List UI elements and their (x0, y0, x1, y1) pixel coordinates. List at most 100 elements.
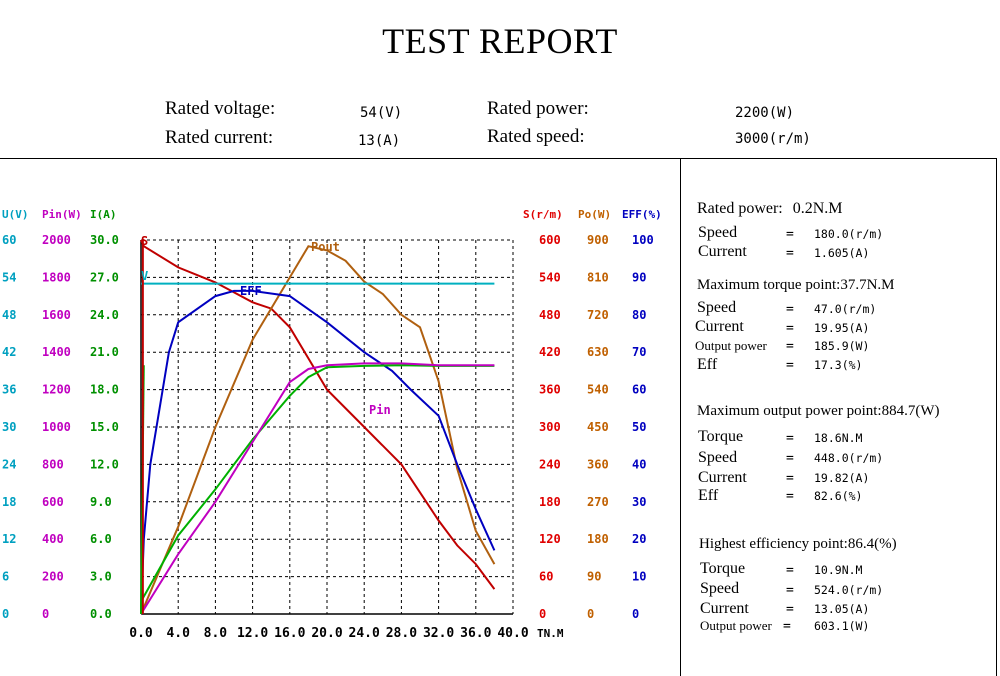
right-axis-tick-label: 420 (539, 345, 561, 359)
max-torque-output-value: 185.9(W) (814, 339, 870, 353)
left-axis-tick-label: 800 (42, 457, 64, 471)
right-axis-header: Po(W) (578, 208, 611, 221)
left-axis-tick-label: 12.0 (90, 457, 119, 471)
right-axis-tick-label: 40 (632, 457, 646, 471)
max-torque-heading: Maximum torque point:37.7N.M (697, 277, 895, 293)
right-axis-tick-label: 0 (587, 607, 594, 621)
rated-heading-value: 0.2N.M (792, 200, 843, 217)
x-axis-unit-label: TN.M (537, 627, 564, 640)
series-label-s: S (141, 234, 148, 248)
high-eff-torque-label: Torque (700, 560, 746, 577)
high-eff-heading: Highest efficiency point:86.4(%) (699, 536, 897, 552)
left-axis-tick-label: 60 (2, 233, 16, 247)
left-axis-tick-label: 1600 (42, 308, 71, 322)
high-eff-output-eq: = (783, 619, 791, 634)
rated-speed-value: 3000(r/m) (735, 131, 811, 147)
right-axis-tick-label: 270 (587, 495, 609, 509)
rated-voltage-value: 54(V) (360, 105, 403, 121)
rated-current-label: Rated current: (165, 127, 274, 148)
high-eff-current-value: 13.05(A) (814, 602, 870, 616)
rated-current-row-value: 1.605(A) (814, 246, 870, 260)
max-torque-output-eq: = (786, 339, 794, 354)
high-eff-speed-label: Speed (700, 580, 740, 597)
max-output-eff-eq: = (786, 489, 794, 504)
max-output-speed-eq: = (786, 451, 794, 466)
max-output-speed-label: Speed (698, 449, 738, 466)
right-axis-header: S(r/m) (523, 208, 563, 221)
rated-current-row-label: Current (698, 243, 747, 260)
right-axis-tick-label: 10 (632, 570, 646, 584)
rated-current-value: 13(A) (358, 133, 401, 149)
left-axis-tick-label: 27.0 (90, 270, 119, 284)
left-axis-tick-label: 2000 (42, 233, 71, 247)
max-output-current-value: 19.82(A) (814, 471, 870, 485)
report-title: TEST REPORT (382, 21, 618, 61)
x-axis-tick-label: 24.0 (349, 626, 380, 641)
rated-speed-row-value: 180.0(r/m) (814, 227, 884, 241)
series-line-s (140, 239, 496, 590)
rated-speed-label: Rated speed: (487, 126, 585, 147)
max-output-current-label: Current (698, 469, 747, 486)
left-axis-tick-label: 42 (2, 345, 16, 359)
right-axis-tick-label: 60 (632, 383, 646, 397)
right-axis-tick-label: 360 (587, 457, 609, 471)
right-axis-tick-label: 810 (587, 270, 609, 284)
max-torque-eff-label: Eff (697, 356, 718, 373)
max-output-current-eq: = (786, 471, 794, 486)
right-axis-header: EFF(%) (622, 208, 662, 221)
left-axis-tick-label: 200 (42, 570, 64, 584)
right-axis-tick-label: 540 (539, 270, 561, 284)
max-output-torque-value: 18.6N.M (814, 431, 863, 445)
x-axis-tick-label: 36.0 (460, 626, 491, 641)
left-axis-tick-label: 54 (2, 270, 16, 284)
max-output-eff-value: 82.6(%) (814, 489, 863, 503)
right-axis-tick-label: 180 (587, 532, 609, 546)
left-axis-tick-label: 1800 (42, 270, 71, 284)
high-eff-output-label: Output power (700, 618, 772, 633)
right-axis-tick-label: 540 (587, 383, 609, 397)
left-axis-tick-label: 18 (2, 495, 16, 509)
right-axis-tick-label: 70 (632, 345, 646, 359)
high-eff-speed-eq: = (786, 583, 794, 598)
left-axis-header: U(V) (2, 208, 29, 221)
right-axis-tick-label: 90 (587, 570, 601, 584)
left-axis-tick-label: 9.0 (90, 495, 112, 509)
high-eff-torque-value: 10.9N.M (814, 563, 863, 577)
max-torque-eff-value: 17.3(%) (814, 358, 863, 372)
left-axis-tick-label: 600 (42, 495, 64, 509)
right-axis-tick-label: 0 (539, 607, 546, 621)
max-torque-speed-eq: = (786, 302, 794, 317)
right-axis-tick-label: 600 (539, 233, 561, 247)
right-axis-tick-label: 480 (539, 308, 561, 322)
right-axis-tick-label: 0 (632, 607, 639, 621)
right-axis-tick-label: 450 (587, 420, 609, 434)
max-torque-current-value: 19.95(A) (814, 321, 870, 335)
high-eff-speed-value: 524.0(r/m) (814, 583, 884, 597)
right-axis-tick-label: 20 (632, 532, 646, 546)
rated-power-value: 2200(W) (735, 105, 795, 121)
series-label-eff: EFF (240, 284, 262, 298)
rated-speed-row-eq: = (786, 227, 794, 242)
max-torque-speed-value: 47.0(r/m) (814, 302, 877, 316)
right-axis-tick-label: 720 (587, 308, 609, 322)
left-axis-tick-label: 36 (2, 383, 16, 397)
max-torque-output-label: Output power (695, 338, 767, 353)
left-axis-tick-label: 3.0 (90, 570, 112, 584)
left-axis-header: I(A) (90, 208, 117, 221)
x-axis-tick-label: 12.0 (237, 626, 268, 641)
max-torque-speed-label: Speed (697, 299, 737, 316)
series-label-pout: Pout (311, 240, 340, 254)
left-axis-tick-label: 24 (2, 457, 16, 471)
high-eff-output-value: 603.1(W) (814, 619, 870, 633)
right-axis-tick-label: 630 (587, 345, 609, 359)
left-axis-tick-label: 48 (2, 308, 16, 322)
max-output-heading: Maximum output power point:884.7(W) (697, 403, 940, 419)
right-axis-tick-label: 50 (632, 420, 646, 434)
panel-divider (680, 158, 681, 676)
left-axis-tick-label: 18.0 (90, 383, 119, 397)
right-axis-tick-label: 240 (539, 457, 561, 471)
left-axis-tick-label: 0.0 (90, 607, 112, 621)
rated-voltage-label: Rated voltage: (165, 98, 276, 119)
x-axis-tick-label: 40.0 (497, 626, 528, 641)
x-axis-tick-label: 20.0 (311, 626, 342, 641)
